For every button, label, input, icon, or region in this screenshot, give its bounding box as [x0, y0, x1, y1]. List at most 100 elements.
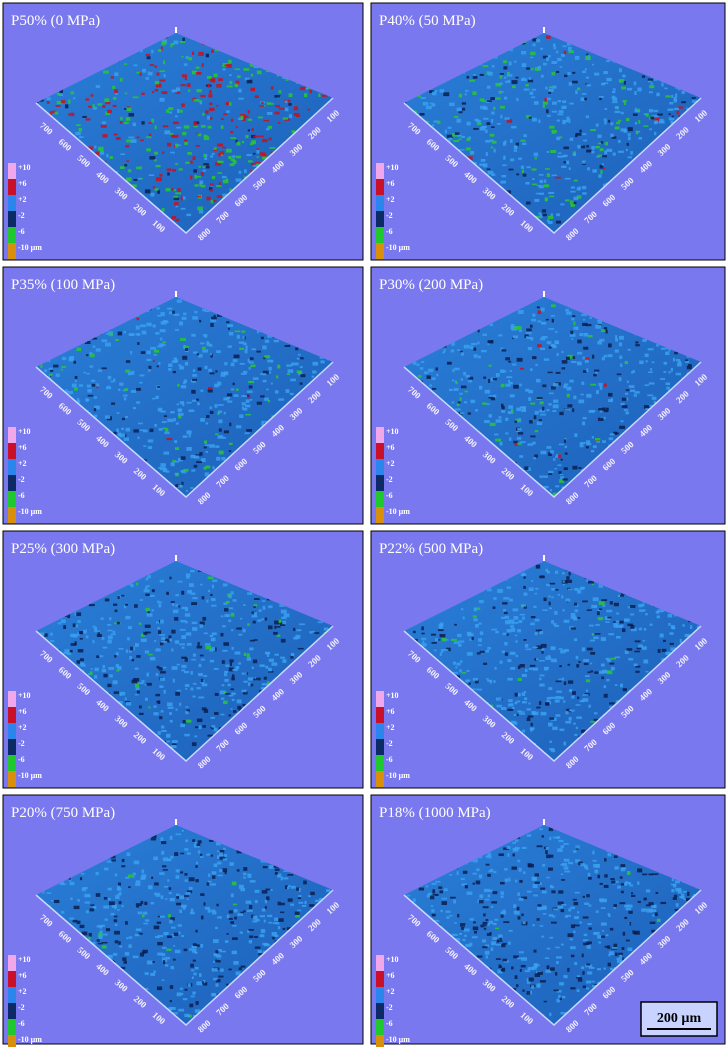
texture-speck [586, 394, 591, 398]
panel: P40% (50 MPa)+10+6+2-2-6-10 µm1002003004… [371, 3, 725, 260]
texture-speck [623, 688, 627, 691]
texture-speck [513, 385, 519, 389]
panel-title: P40% (50 MPa) [379, 13, 476, 29]
texture-speck [231, 692, 235, 695]
texture-speck [234, 84, 238, 88]
texture-speck [44, 633, 48, 636]
texture-speck [232, 674, 234, 677]
texture-speck [179, 703, 181, 706]
texture-speck [562, 360, 568, 364]
texture-speck [518, 432, 523, 434]
texture-speck [130, 647, 134, 651]
texture-speck [65, 104, 68, 108]
texture-speck [108, 667, 114, 670]
texture-speck [582, 186, 586, 189]
texture-speck [507, 659, 511, 662]
texture-speck [646, 360, 648, 362]
texture-speck [148, 611, 150, 613]
texture-speck [150, 657, 156, 661]
texture-speck [621, 420, 624, 422]
texture-speck [441, 649, 443, 653]
texture-speck [210, 594, 212, 596]
texture-speck [237, 699, 242, 703]
texture-speck [97, 103, 102, 105]
texture-speck [167, 419, 173, 422]
texture-speck [256, 351, 261, 353]
texture-speck [125, 616, 130, 619]
texture-speck [619, 377, 622, 381]
texture-speck [464, 391, 468, 393]
texture-speck [96, 348, 101, 351]
texture-speck [148, 446, 152, 449]
texture-speck [93, 346, 96, 348]
texture-speck [618, 140, 621, 143]
texture-speck [89, 365, 93, 367]
texture-speck [494, 434, 499, 436]
texture-speck [563, 147, 568, 150]
texture-speck [592, 64, 594, 66]
texture-speck [490, 324, 493, 326]
texture-speck [259, 105, 264, 107]
texture-speck [136, 687, 140, 690]
texture-speck [461, 386, 467, 389]
texture-speck [485, 390, 490, 394]
texture-speck [137, 437, 139, 440]
texture-speck [500, 115, 502, 119]
texture-speck [565, 446, 567, 448]
texture-speck [229, 443, 233, 445]
texture-speck [243, 336, 245, 339]
texture-speck [532, 178, 534, 180]
texture-speck [148, 439, 153, 442]
texture-speck [619, 426, 625, 429]
texture-speck [192, 374, 197, 377]
texture-speck [672, 116, 674, 118]
texture-speck [221, 615, 224, 617]
texture-speck [530, 368, 533, 371]
texture-speck [615, 126, 620, 129]
texture-speck [200, 418, 205, 422]
texture-speck [510, 667, 515, 670]
texture-speck [229, 607, 233, 609]
texture-speck [210, 406, 212, 409]
texture-speck [101, 617, 104, 620]
texture-speck [102, 134, 107, 138]
texture-speck [524, 89, 530, 91]
panel: P22% (500 MPa)+10+6+2-2-6-10 µm100200300… [371, 531, 725, 788]
texture-speck [159, 174, 162, 177]
texture-speck [626, 118, 629, 121]
texture-speck [136, 401, 140, 403]
texture-speck [613, 88, 616, 90]
texture-speck [251, 128, 254, 131]
texture-speck [164, 432, 169, 435]
texture-speck [107, 624, 111, 626]
texture-speck [198, 52, 203, 56]
texture-speck [232, 699, 235, 701]
texture-speck [503, 60, 507, 63]
texture-speck [246, 429, 252, 432]
texture-speck [256, 678, 261, 681]
texture-speck [56, 105, 61, 107]
texture-speck [504, 77, 506, 79]
texture-speck [199, 210, 203, 213]
texture-speck [131, 139, 137, 143]
texture-speck [253, 377, 259, 380]
texture-speck [185, 348, 188, 351]
texture-speck [181, 208, 186, 210]
texture-speck [457, 135, 462, 137]
texture-speck [674, 108, 679, 110]
texture-speck [495, 97, 501, 99]
texture-speck [204, 446, 207, 448]
texture-speck [218, 78, 223, 81]
texture-speck [460, 412, 464, 414]
texture-speck [518, 158, 522, 160]
texture-speck [649, 109, 653, 112]
texture-speck [207, 342, 210, 346]
texture-speck [137, 342, 139, 345]
texture-speck [602, 440, 606, 443]
texture-speck [162, 208, 165, 211]
texture-speck [175, 692, 180, 696]
texture-speck [174, 314, 180, 316]
colorbar-label: -2 [18, 739, 25, 748]
texture-speck [556, 137, 560, 141]
texture-speck [231, 688, 234, 690]
